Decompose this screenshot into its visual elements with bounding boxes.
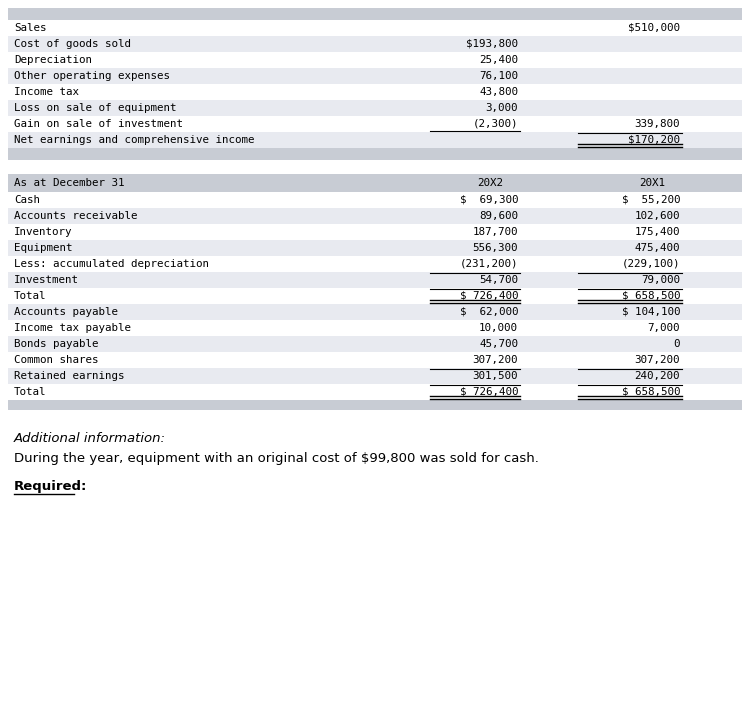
Text: Total: Total: [14, 291, 46, 301]
Text: During the year, equipment with an original cost of $99,800 was sold for cash.: During the year, equipment with an origi…: [14, 452, 538, 465]
Bar: [8, 240, 742, 256]
Text: 0: 0: [674, 339, 680, 349]
Text: Total: Total: [14, 387, 46, 397]
Bar: [8, 148, 742, 160]
Text: 54,700: 54,700: [479, 275, 518, 285]
Bar: [8, 116, 742, 132]
Text: 20X1: 20X1: [639, 178, 665, 188]
Bar: [8, 304, 742, 320]
Text: Cash: Cash: [14, 195, 40, 205]
Bar: [8, 192, 742, 208]
Bar: [8, 336, 742, 352]
Text: 240,200: 240,200: [634, 371, 680, 381]
Bar: [8, 384, 742, 400]
Bar: [8, 20, 742, 36]
Text: Gain on sale of investment: Gain on sale of investment: [14, 119, 183, 129]
Text: Loss on sale of equipment: Loss on sale of equipment: [14, 103, 176, 113]
Text: Accounts payable: Accounts payable: [14, 307, 118, 317]
Bar: [8, 36, 742, 52]
Bar: [8, 132, 742, 148]
Text: 175,400: 175,400: [634, 227, 680, 237]
Bar: [8, 84, 742, 100]
Text: Equipment: Equipment: [14, 243, 73, 253]
Text: 475,400: 475,400: [634, 243, 680, 253]
Text: $193,800: $193,800: [466, 39, 518, 49]
Text: $ 658,500: $ 658,500: [622, 291, 680, 301]
Text: Bonds payable: Bonds payable: [14, 339, 98, 349]
Text: Common shares: Common shares: [14, 355, 98, 365]
Text: 301,500: 301,500: [472, 371, 518, 381]
Text: 20X2: 20X2: [477, 178, 503, 188]
Text: Other operating expenses: Other operating expenses: [14, 71, 170, 81]
Text: Net earnings and comprehensive income: Net earnings and comprehensive income: [14, 135, 254, 145]
Bar: [8, 208, 742, 224]
Text: Less: accumulated depreciation: Less: accumulated depreciation: [14, 259, 209, 269]
Text: 43,800: 43,800: [479, 87, 518, 97]
Text: 339,800: 339,800: [634, 119, 680, 129]
Text: Income tax payable: Income tax payable: [14, 323, 131, 333]
Bar: [8, 8, 742, 20]
Text: 307,200: 307,200: [634, 355, 680, 365]
Text: As at December 31: As at December 31: [14, 178, 125, 188]
Text: Depreciation: Depreciation: [14, 55, 92, 65]
Text: Retained earnings: Retained earnings: [14, 371, 125, 381]
Text: $510,000: $510,000: [628, 23, 680, 33]
Text: 556,300: 556,300: [472, 243, 518, 253]
Text: Additional information:: Additional information:: [14, 432, 166, 445]
Bar: [8, 52, 742, 68]
Bar: [8, 100, 742, 116]
Text: $  69,300: $ 69,300: [460, 195, 518, 205]
Text: $ 726,400: $ 726,400: [460, 291, 518, 301]
Text: $ 104,100: $ 104,100: [622, 307, 680, 317]
Bar: [8, 288, 742, 304]
Text: 307,200: 307,200: [472, 355, 518, 365]
Bar: [8, 400, 742, 410]
Text: 89,600: 89,600: [479, 211, 518, 221]
Bar: [8, 368, 742, 384]
Text: $170,200: $170,200: [628, 135, 680, 145]
Text: Income tax: Income tax: [14, 87, 79, 97]
Text: 45,700: 45,700: [479, 339, 518, 349]
Bar: [8, 174, 742, 192]
Text: Required:: Required:: [14, 480, 87, 493]
Bar: [8, 320, 742, 336]
Text: Cost of goods sold: Cost of goods sold: [14, 39, 131, 49]
Text: 7,000: 7,000: [647, 323, 680, 333]
Text: Investment: Investment: [14, 275, 79, 285]
Text: $  55,200: $ 55,200: [622, 195, 680, 205]
Text: Accounts receivable: Accounts receivable: [14, 211, 137, 221]
Bar: [8, 272, 742, 288]
Text: 187,700: 187,700: [472, 227, 518, 237]
Bar: [8, 68, 742, 84]
Bar: [8, 352, 742, 368]
Text: 102,600: 102,600: [634, 211, 680, 221]
Text: 76,100: 76,100: [479, 71, 518, 81]
Text: Sales: Sales: [14, 23, 46, 33]
Text: $ 658,500: $ 658,500: [622, 387, 680, 397]
Text: 3,000: 3,000: [485, 103, 518, 113]
Text: (231,200): (231,200): [460, 259, 518, 269]
Text: Inventory: Inventory: [14, 227, 73, 237]
Text: $  62,000: $ 62,000: [460, 307, 518, 317]
Text: 10,000: 10,000: [479, 323, 518, 333]
Bar: [8, 256, 742, 272]
Text: (2,300): (2,300): [472, 119, 518, 129]
Text: (229,100): (229,100): [622, 259, 680, 269]
Bar: [8, 224, 742, 240]
Text: $ 726,400: $ 726,400: [460, 387, 518, 397]
Text: 25,400: 25,400: [479, 55, 518, 65]
Text: 79,000: 79,000: [641, 275, 680, 285]
